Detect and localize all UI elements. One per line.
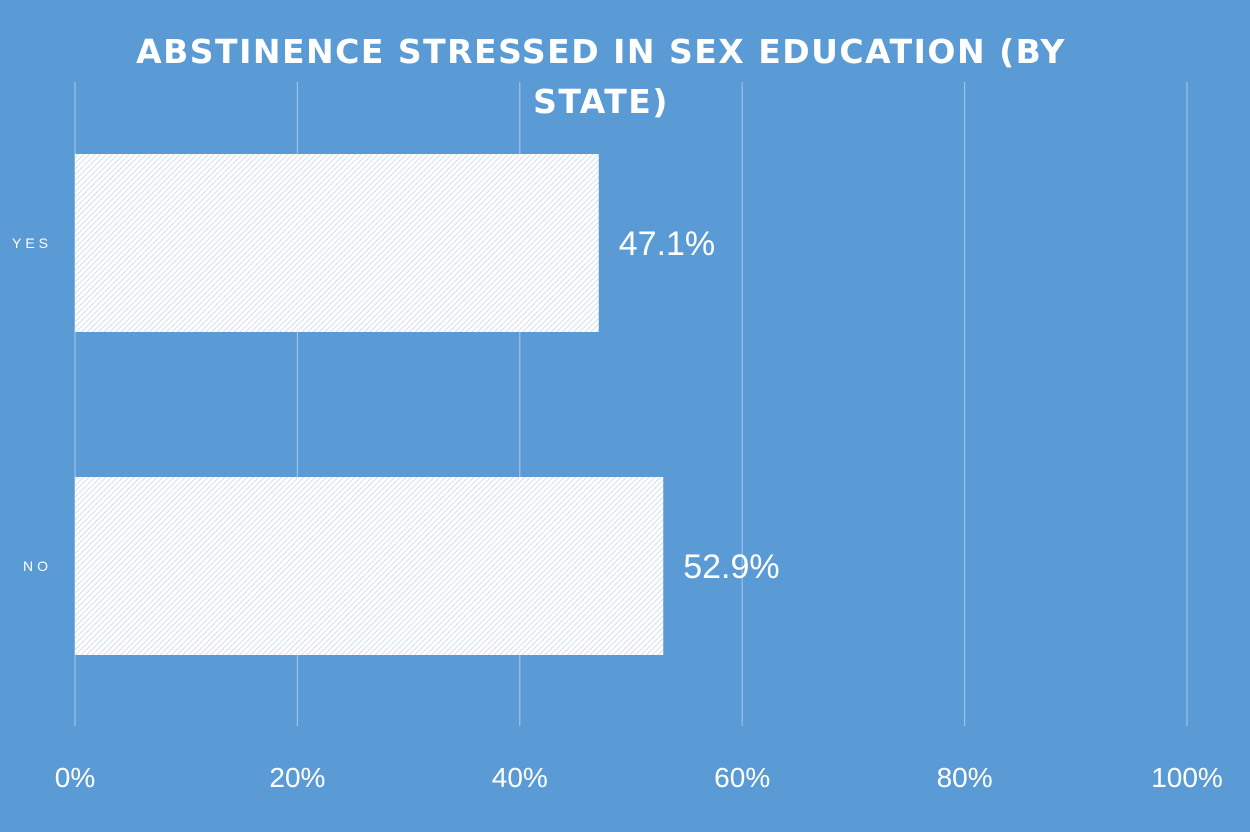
x-tick-label: 100% [1151, 762, 1223, 793]
chart-title-line: STATE) [533, 82, 669, 121]
bar-no [75, 477, 664, 655]
bar-yes [75, 154, 599, 332]
x-tick-label: 60% [714, 762, 770, 793]
bars [75, 154, 664, 655]
x-tick-label: 0% [55, 762, 95, 793]
chart-title-line: ABSTINENCE STRESSED IN SEX EDUCATION (BY [136, 32, 1066, 71]
x-tick-label: 80% [937, 762, 993, 793]
x-tick-label: 40% [492, 762, 548, 793]
category-label: YES [12, 235, 52, 251]
category-label: NO [23, 558, 52, 574]
labels: 0% 20% 40% 60% 80% 100% YES 47.1% NO 52.9% [12, 225, 1223, 793]
chart-title: ABSTINENCE STRESSED IN SEX EDUCATION (BY… [136, 32, 1066, 121]
x-tick-label: 20% [269, 762, 325, 793]
data-label: 52.9% [683, 548, 779, 586]
data-label: 47.1% [619, 225, 715, 263]
